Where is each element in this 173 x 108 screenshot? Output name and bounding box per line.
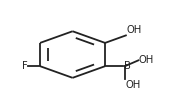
Text: B: B <box>124 61 130 71</box>
Text: OH: OH <box>126 25 142 35</box>
Text: OH: OH <box>139 55 154 65</box>
Text: F: F <box>22 61 27 71</box>
Text: OH: OH <box>125 80 141 90</box>
